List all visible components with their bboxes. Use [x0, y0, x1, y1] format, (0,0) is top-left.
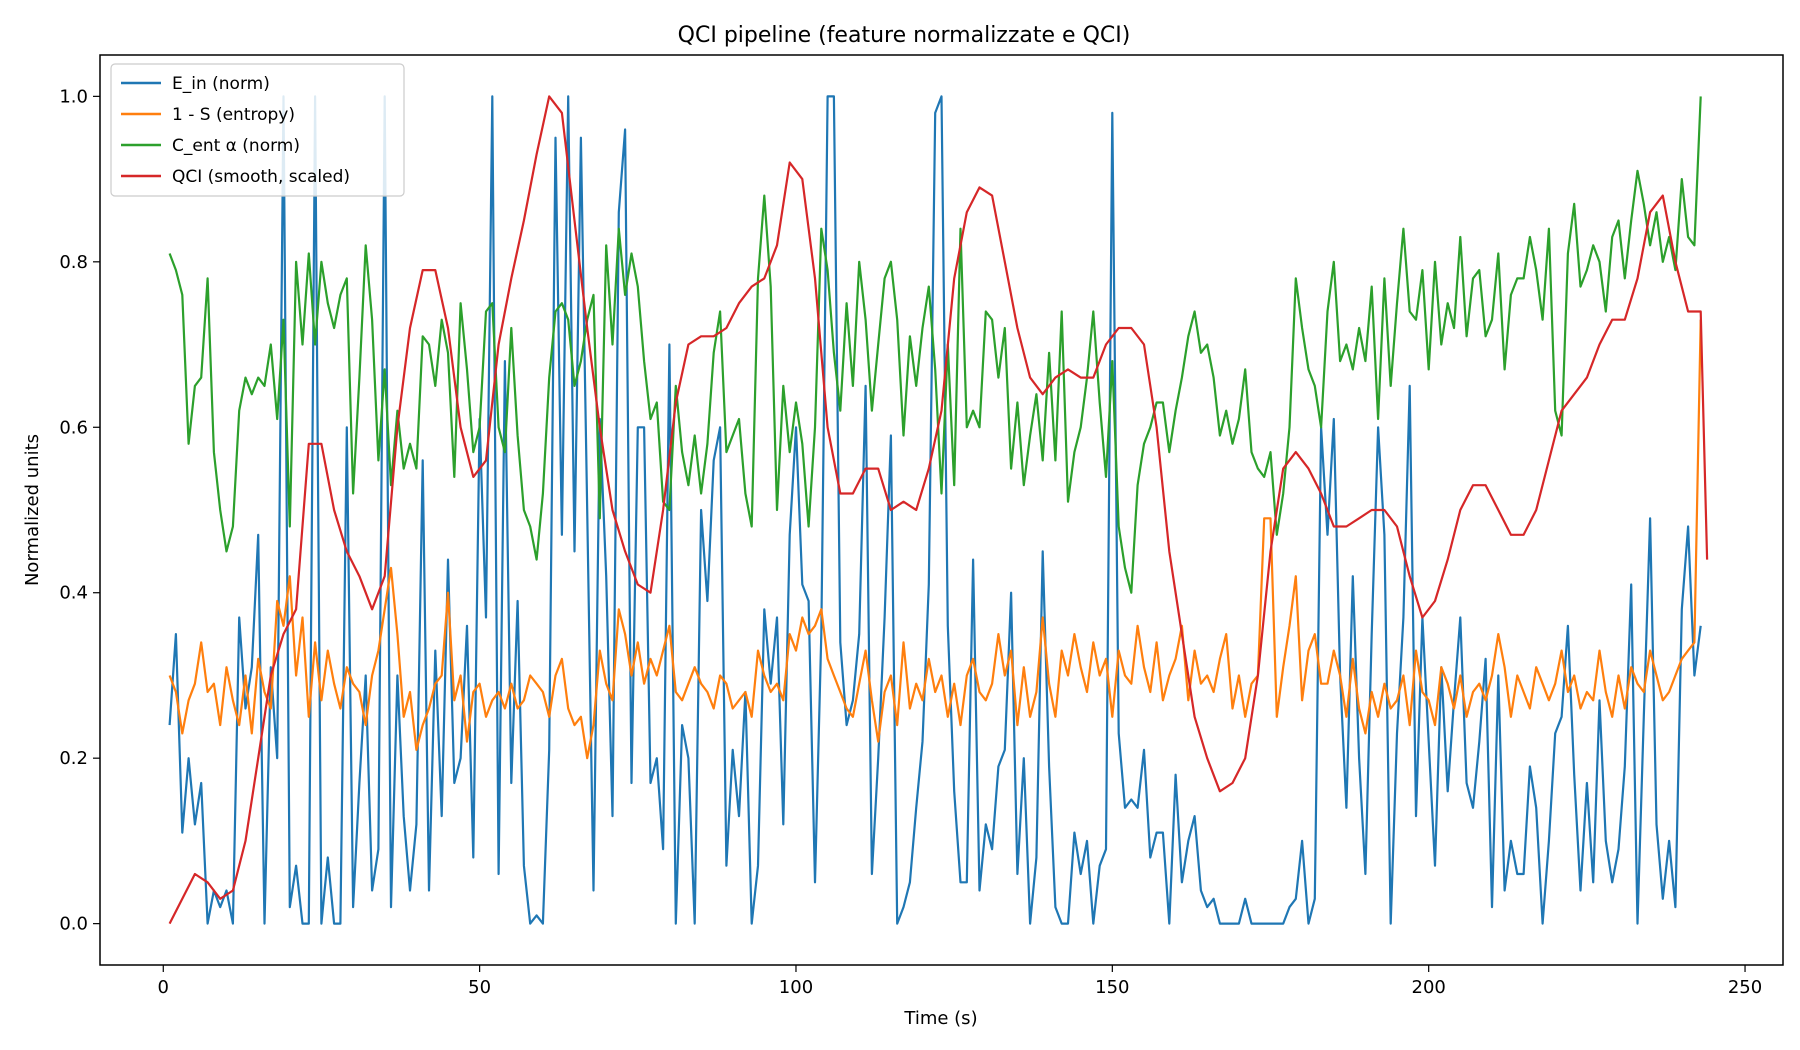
series-layer [168, 95, 1709, 925]
series-line-1 [168, 95, 1702, 925]
plot-area: 0 50 100 150 200 250 0.0 0.2 0.4 0.6 0.8 1.0 [59, 54, 1784, 998]
y-axis-ticks: 0.0 0.2 0.4 0.6 0.8 1.0 [59, 86, 100, 935]
y-tick-label: 0.4 [59, 583, 88, 604]
legend: E_in (norm) 1 - S (entropy) C_ent α (norm)… [110, 63, 405, 197]
legend-label: QCI (smooth, scaled) [172, 167, 350, 187]
series-line-3 [168, 96, 1702, 594]
legend-label: C_ent α (norm) [172, 136, 300, 156]
y-tick-label: 0.0 [59, 914, 88, 935]
chart-title: QCI pipeline (feature normalizzate e QCI… [678, 23, 1131, 48]
x-tick-label: 50 [468, 977, 491, 998]
legend-entries: E_in (norm) 1 - S (entropy) C_ent α (norm)… [121, 74, 350, 187]
y-axis-label: Normalized units [22, 434, 43, 586]
y-tick-label: 0.6 [59, 417, 88, 438]
x-tick-label: 200 [1412, 977, 1446, 998]
axes-frame [99, 54, 1784, 966]
x-tick-label: 250 [1728, 977, 1762, 998]
y-tick-label: 1.0 [59, 86, 88, 107]
x-axis-label: Time (s) [903, 1008, 977, 1029]
x-tick-label: 100 [779, 977, 813, 998]
x-tick-label: 150 [1095, 977, 1129, 998]
legend-box [110, 63, 405, 197]
series-line-4 [168, 95, 1709, 925]
x-axis-ticks: 0 50 100 150 200 250 [158, 965, 1762, 998]
legend-label: E_in (norm) [172, 74, 270, 94]
y-tick-label: 0.8 [59, 252, 88, 273]
series-line-2 [168, 319, 1702, 760]
legend-label: 1 - S (entropy) [172, 105, 295, 125]
x-tick-label: 0 [158, 977, 169, 998]
y-tick-label: 0.2 [59, 748, 88, 769]
